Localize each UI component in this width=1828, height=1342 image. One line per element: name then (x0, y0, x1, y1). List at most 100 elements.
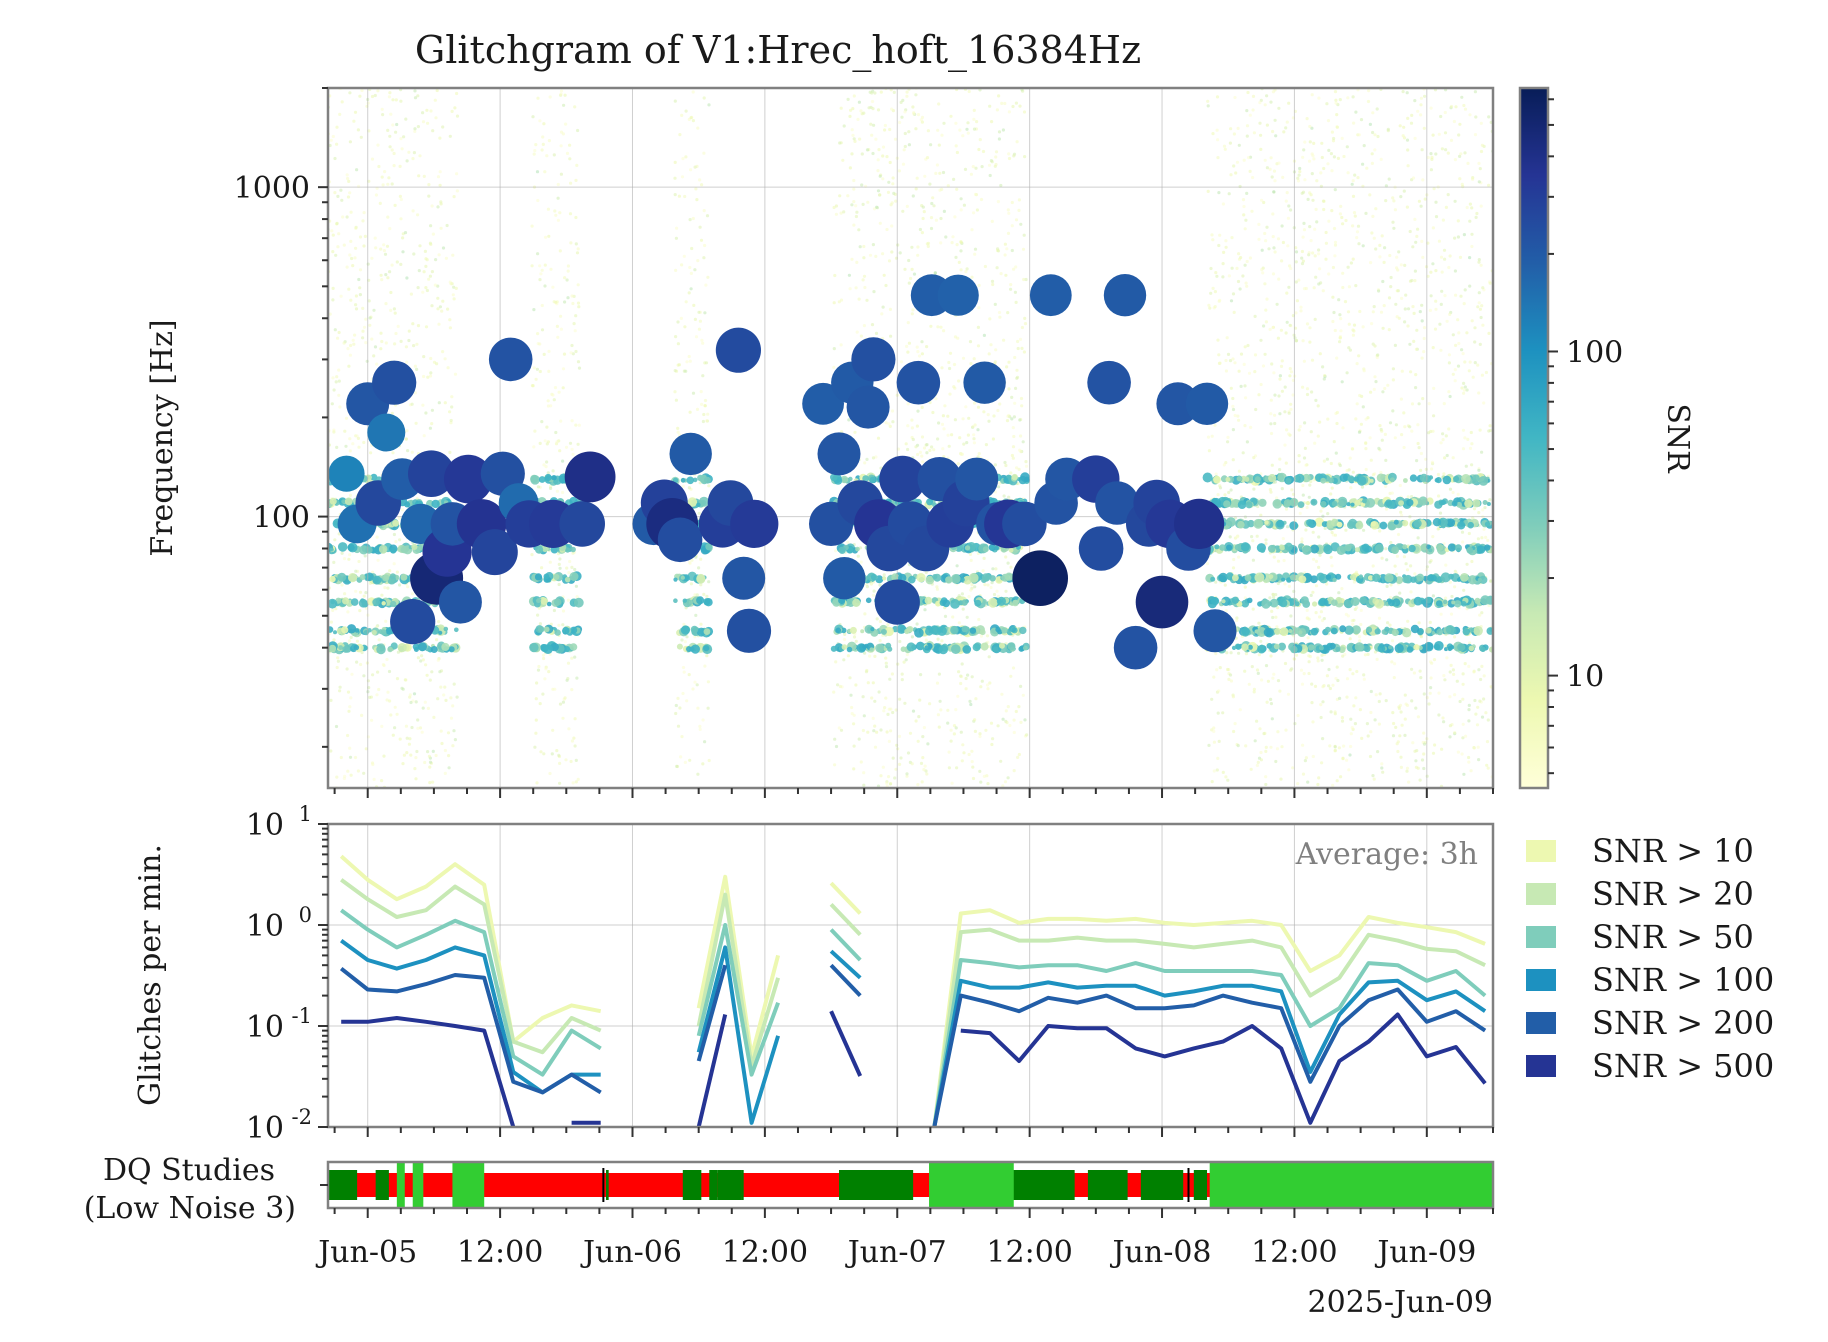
background-glitch-point (1437, 691, 1441, 695)
background-glitch-point (1286, 244, 1290, 248)
background-glitch-point (873, 654, 877, 659)
background-glitch-point (1419, 451, 1423, 456)
background-glitch-point (1409, 564, 1413, 568)
background-glitch-point (875, 205, 879, 209)
background-glitch-point (1444, 596, 1448, 600)
background-glitch-point (574, 215, 578, 220)
background-glitch-point (348, 253, 352, 257)
background-glitch-point (973, 585, 977, 589)
background-glitch-point (1297, 173, 1301, 177)
background-glitch-point (900, 115, 904, 119)
background-glitch-point (1001, 128, 1006, 132)
glitch-row-point (862, 475, 869, 482)
background-glitch-point (532, 308, 536, 312)
glitch-row-point (682, 574, 690, 582)
background-glitch-point (1430, 467, 1434, 471)
background-glitch-point (1218, 486, 1223, 490)
glitch-row-point (689, 646, 695, 652)
background-glitch-point (380, 107, 384, 111)
background-glitch-point (338, 112, 342, 116)
background-glitch-point (1009, 674, 1013, 678)
background-glitch-point (1210, 434, 1214, 438)
background-glitch-point (1402, 189, 1406, 193)
background-glitch-point (551, 393, 555, 397)
background-glitch-point (1333, 243, 1338, 247)
background-glitch-point (1251, 607, 1255, 611)
background-glitch-point (413, 96, 418, 100)
background-glitch-point (1006, 414, 1010, 418)
background-glitch-point (1018, 104, 1022, 108)
background-glitch-point (1433, 743, 1437, 747)
background-glitch-point (925, 156, 930, 160)
background-glitch-point (1381, 770, 1385, 774)
background-glitch-point (372, 308, 376, 312)
background-glitch-point (691, 687, 695, 691)
glitch-row-point (365, 546, 373, 554)
background-glitch-point (995, 266, 999, 270)
background-glitch-point (1241, 451, 1245, 455)
background-glitch-point (1294, 260, 1298, 264)
background-glitch-point (1336, 678, 1340, 683)
background-glitch-point (917, 715, 921, 719)
background-glitch-point (952, 732, 957, 736)
background-glitch-point (905, 652, 910, 657)
background-glitch-point (1470, 232, 1474, 236)
background-glitch-point (921, 216, 925, 221)
background-glitch-point (338, 405, 342, 409)
background-glitch-point (916, 739, 920, 743)
background-glitch-point (837, 300, 841, 304)
background-glitch-point (451, 704, 455, 708)
background-glitch-point (964, 687, 968, 691)
background-glitch-point (383, 252, 388, 256)
background-glitch-point (388, 134, 392, 138)
background-glitch-point (1001, 717, 1005, 721)
background-glitch-point (1428, 560, 1432, 564)
background-glitch-point (1387, 328, 1391, 332)
background-glitch-point (371, 762, 375, 767)
background-glitch-point (334, 253, 338, 257)
background-glitch-point (952, 177, 956, 181)
background-glitch-point (444, 698, 448, 703)
background-glitch-point (1021, 247, 1026, 251)
background-glitch-point (1339, 317, 1343, 321)
background-glitch-point (414, 700, 418, 704)
background-glitch-point (894, 199, 898, 203)
glitch-row-point (551, 475, 557, 481)
glitch-row-point (705, 543, 713, 551)
glitch-row-point (350, 598, 359, 606)
background-glitch-point (706, 275, 710, 279)
background-glitch-point (389, 112, 393, 116)
background-glitch-point (361, 336, 365, 340)
background-glitch-point (427, 754, 431, 758)
background-glitch-point (414, 421, 418, 425)
background-glitch-point (833, 763, 837, 767)
background-glitch-point (838, 684, 843, 689)
glitch-row-point (924, 596, 933, 605)
background-glitch-point (1395, 266, 1399, 270)
background-glitch-point (1348, 348, 1352, 352)
glitch-row-point (849, 626, 857, 634)
background-glitch-point (572, 736, 576, 740)
background-glitch-point (1020, 346, 1024, 350)
background-glitch-point (573, 105, 577, 109)
background-glitch-point (1426, 155, 1430, 160)
background-glitch-point (859, 560, 863, 564)
glitch-row-point (529, 642, 539, 653)
background-glitch-point (905, 90, 909, 94)
background-glitch-point (1351, 194, 1356, 198)
background-glitch-point (555, 749, 559, 753)
background-glitch-point (1488, 424, 1492, 428)
background-glitch-point (361, 219, 365, 223)
background-glitch-point (922, 726, 927, 730)
background-glitch-point (689, 168, 693, 172)
background-glitch-point (1316, 404, 1320, 408)
background-glitch-point (1011, 426, 1015, 430)
background-glitch-point (558, 781, 562, 785)
background-glitch-point (878, 193, 882, 197)
background-glitch-point (948, 351, 953, 355)
background-glitch-point (1289, 266, 1293, 271)
background-glitch-point (443, 748, 447, 753)
background-glitch-point (1297, 454, 1301, 458)
background-glitch-point (1313, 254, 1317, 258)
background-glitch-point (445, 223, 449, 228)
